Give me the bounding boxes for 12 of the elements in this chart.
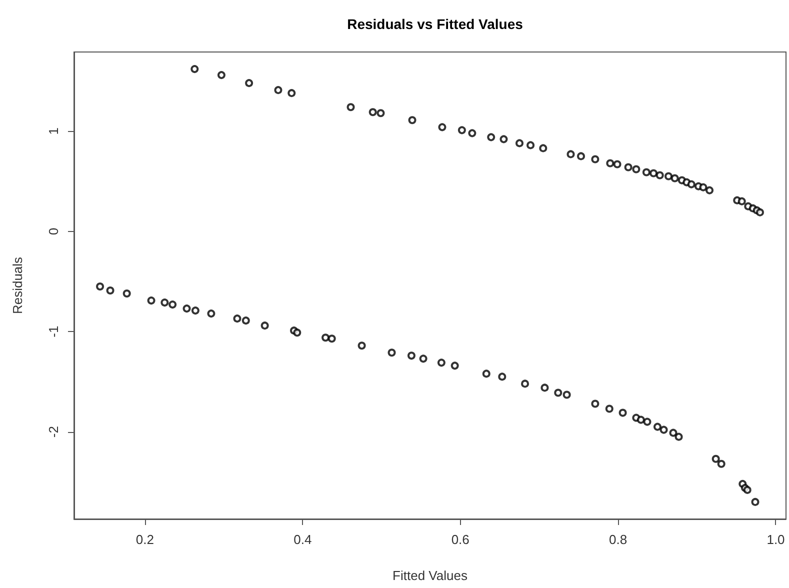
x-tick-label: 0.2 (136, 532, 154, 547)
x-tick-label: 0.8 (609, 532, 628, 547)
chart-title: Residuals vs Fitted Values (347, 16, 524, 32)
x-tick-label: 0.6 (451, 532, 470, 547)
x-axis-title: Fitted Values (392, 568, 468, 583)
y-tick-label: 1 (46, 128, 61, 135)
y-tick-label: 0 (46, 228, 61, 235)
y-axis-title: Residuals (10, 256, 25, 314)
x-tick-label: 0.4 (294, 532, 312, 547)
y-tick-label: -2 (46, 426, 61, 438)
y-tick-label: -1 (46, 326, 61, 338)
x-tick-label: 1.0 (766, 532, 785, 547)
